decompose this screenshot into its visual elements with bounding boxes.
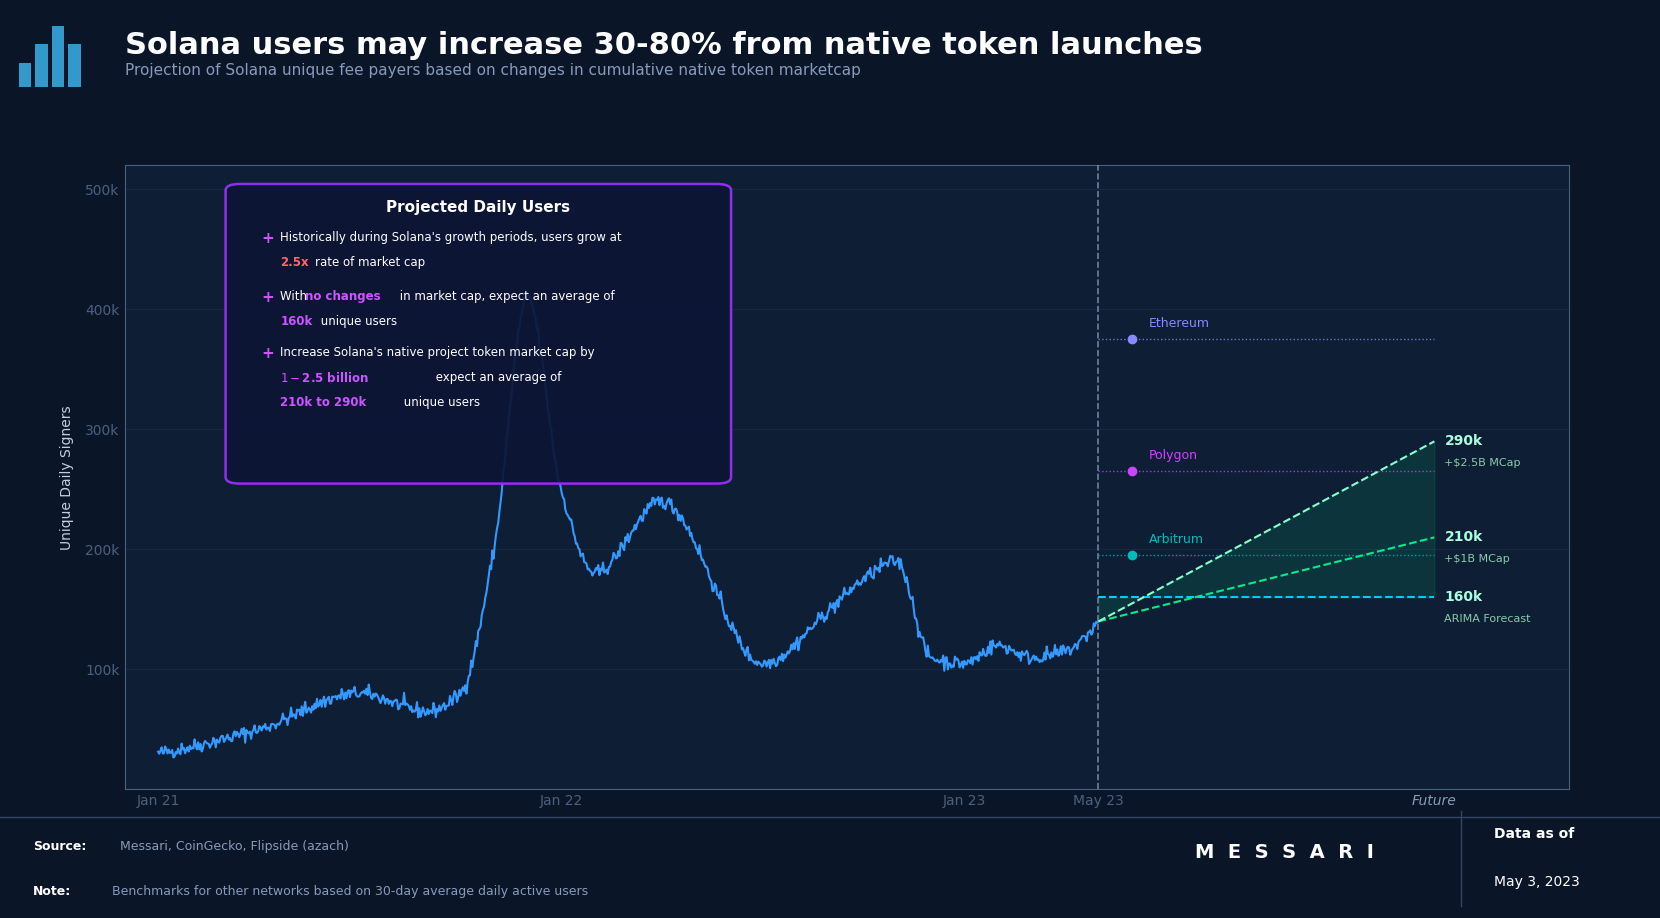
Text: Projection of Solana unique fee payers based on changes in cumulative native tok: Projection of Solana unique fee payers b… [124,63,860,78]
Text: Increase Solana's native project token market cap by: Increase Solana's native project token m… [281,346,599,359]
Text: unique users: unique users [400,397,480,409]
Text: Messari, CoinGecko, Flipside (azach): Messari, CoinGecko, Flipside (azach) [116,841,349,854]
Bar [68,44,81,87]
Bar [18,62,32,87]
Text: ARIMA Forecast: ARIMA Forecast [1444,614,1531,624]
Bar [51,26,65,87]
Text: expect an average of: expect an average of [432,371,566,385]
Text: Arbitrum: Arbitrum [1149,532,1204,546]
Text: M  E  S  S  A  R  I: M E S S A R I [1195,843,1374,862]
Text: 160k: 160k [1444,590,1482,604]
Text: +$1B MCap: +$1B MCap [1444,554,1511,564]
Text: Note:: Note: [33,885,71,898]
Text: Polygon: Polygon [1149,449,1199,462]
Text: Data as of: Data as of [1494,827,1574,842]
Text: unique users: unique users [317,315,397,328]
Text: 160k: 160k [281,315,312,328]
Text: Historically during Solana's growth periods, users grow at: Historically during Solana's growth peri… [281,230,626,244]
Text: rate of market cap: rate of market cap [315,256,425,269]
Text: in market cap, expect an average of: in market cap, expect an average of [397,290,619,303]
Text: +$2.5B MCap: +$2.5B MCap [1444,458,1521,468]
Text: +: + [262,346,274,362]
Text: 210k to 290k: 210k to 290k [281,397,367,409]
Text: With: With [281,290,310,303]
FancyBboxPatch shape [226,184,730,484]
Text: +: + [262,230,274,246]
Text: +: + [262,290,274,305]
Text: 210k: 210k [1444,531,1482,544]
Bar [35,44,48,87]
Text: Projected Daily Users: Projected Daily Users [387,199,571,215]
Text: 290k: 290k [1444,434,1482,448]
Text: no changes: no changes [305,290,380,303]
Text: Benchmarks for other networks based on 30-day average daily active users: Benchmarks for other networks based on 3… [108,885,588,898]
Text: 2.5x: 2.5x [281,256,309,269]
Y-axis label: Unique Daily Signers: Unique Daily Signers [60,405,75,550]
Text: Ethereum: Ethereum [1149,317,1210,330]
Text: $1 - $2.5 billion: $1 - $2.5 billion [281,371,370,386]
Text: May 3, 2023: May 3, 2023 [1494,875,1580,890]
Text: Source:: Source: [33,841,86,854]
Text: Solana users may increase 30-80% from native token launches: Solana users may increase 30-80% from na… [124,30,1202,60]
